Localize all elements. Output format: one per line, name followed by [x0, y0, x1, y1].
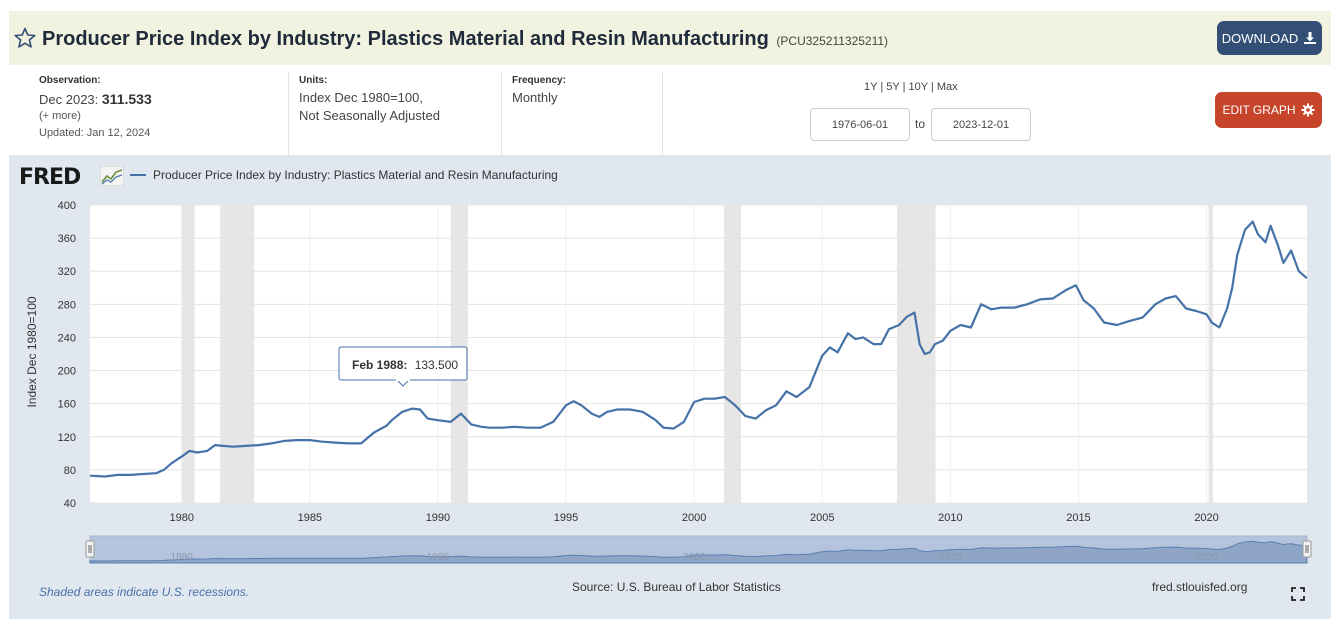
x-tick-label: 2020	[1194, 512, 1218, 524]
y-tick-label: 240	[58, 332, 76, 344]
fred-graph-icon	[100, 166, 124, 186]
header-bar: Producer Price Index by Industry: Plasti…	[9, 11, 1331, 65]
svg-text:Feb 1988: 133.500: Feb 1988: 133.500	[352, 358, 458, 372]
y-tick-label: 400	[58, 200, 76, 212]
x-tick-label: 2005	[810, 512, 834, 524]
y-tick-label: 160	[58, 399, 76, 411]
units-line-1: Index Dec 1980=100,	[299, 90, 423, 105]
divider	[662, 73, 663, 155]
divider	[501, 73, 502, 155]
site-link[interactable]: fred.stlouisfed.org	[1152, 580, 1248, 594]
observation-block: Observation: Dec 2023: 311.533 (+ more) …	[39, 75, 152, 165]
range-links: 1Y | 5Y | 10Y | Max	[864, 81, 958, 93]
navigator-tick-label: 1980	[171, 552, 194, 563]
units-label: Units:	[299, 75, 328, 86]
x-tick-label: 1985	[298, 512, 322, 524]
legend-swatch	[130, 174, 146, 176]
frequency-label: Frequency:	[512, 75, 566, 86]
star-outline-icon[interactable]	[13, 26, 37, 50]
y-tick-label: 360	[58, 233, 76, 245]
navigator-tick-label: 2000	[683, 552, 706, 563]
navigator-tick-label: 1990	[427, 552, 450, 563]
navigator-tick-label: 2010	[939, 552, 962, 563]
chart-panel: FRED Producer Price Index by Industry: P…	[9, 155, 1331, 619]
chart-legend: Producer Price Index by Industry: Plasti…	[130, 168, 558, 182]
fred-logo: FRED	[19, 165, 81, 190]
x-tick-label: 1980	[169, 512, 193, 524]
x-tick-label: 1995	[554, 512, 578, 524]
range-10y[interactable]: 10Y	[908, 81, 928, 93]
updated-date: Updated: Jan 12, 2024	[39, 127, 151, 139]
tooltip-date: Feb 1988:	[352, 358, 407, 372]
to-label: to	[915, 117, 926, 131]
page-title: Producer Price Index by Industry: Plasti…	[42, 28, 888, 51]
observation-date: Dec 2023:	[39, 92, 99, 107]
divider	[288, 73, 289, 155]
y-axis-label: Index Dec 1980=100	[25, 296, 39, 407]
series-line[interactable]	[89, 220, 1308, 478]
units-line-2: Not Seasonally Adjusted	[299, 108, 440, 123]
plot-background	[90, 205, 1307, 503]
legend-label: Producer Price Index by Industry: Plasti…	[153, 168, 558, 182]
recession-band	[220, 205, 255, 503]
y-tick-label: 80	[64, 465, 76, 477]
x-tick-label: 1990	[426, 512, 450, 524]
range-5y[interactable]: 5Y	[886, 81, 900, 93]
download-icon	[1304, 32, 1317, 44]
chart[interactable]: 40 80 120 160 200 240 280 320 360 400 1980 1985 199…	[9, 185, 1331, 605]
frequency-block: Frequency: Monthly	[512, 75, 566, 165]
observation-value-row: Dec 2023: 311.533	[39, 91, 152, 107]
tooltip-value: 133.500	[415, 358, 459, 372]
edit-graph-label: EDIT GRAPH	[1222, 103, 1296, 117]
recession-band	[181, 205, 195, 503]
series-meta: Observation: Dec 2023: 311.533 (+ more) …	[9, 65, 1331, 155]
navigator-handle[interactable]	[1302, 540, 1312, 558]
observation-label: Observation:	[39, 75, 101, 86]
x-tick-label: 2015	[1066, 512, 1090, 524]
recession-band	[897, 205, 936, 503]
download-label: DOWNLOAD	[1221, 30, 1299, 46]
y-tick-label: 320	[58, 266, 76, 278]
range-1y[interactable]: 1Y	[864, 81, 878, 93]
y-tick-label: 40	[64, 498, 76, 510]
download-button[interactable]: DOWNLOAD	[1217, 21, 1322, 55]
range-max[interactable]: Max	[936, 81, 958, 93]
navigator-handle[interactable]	[85, 540, 95, 558]
recession-band	[724, 205, 742, 503]
x-tick-label: 2000	[682, 512, 706, 524]
x-tick-label: 2010	[938, 512, 962, 524]
units-block: Units: Index Dec 1980=100, Not Seasonall…	[299, 75, 440, 165]
expand-icon[interactable]	[1291, 587, 1305, 601]
end-date-input[interactable]: 2023-12-01	[931, 108, 1031, 141]
recession-band	[1208, 205, 1213, 503]
edit-graph-button[interactable]: EDIT GRAPH	[1215, 92, 1322, 128]
tooltip: Feb 1988: 133.500	[338, 346, 468, 387]
gear-icon	[1301, 103, 1315, 117]
observation-value: 311.533	[101, 91, 152, 107]
y-tick-label: 120	[58, 432, 76, 444]
navigator-tick-label: 2020	[1195, 552, 1218, 563]
navigator-series	[89, 540, 1308, 564]
recession-note: Shaded areas indicate U.S. recessions.	[39, 585, 250, 599]
start-date-input[interactable]: 1976-06-01	[810, 108, 910, 141]
frequency-value: Monthly	[512, 90, 558, 105]
title-text: Producer Price Index by Industry: Plasti…	[42, 28, 769, 50]
more-link[interactable]: (+ more)	[39, 110, 81, 122]
source-label: Source: U.S. Bureau of Labor Statistics	[572, 580, 781, 594]
series-id: (PCU325211325211)	[776, 34, 889, 48]
y-tick-label: 280	[58, 299, 76, 311]
y-tick-label: 200	[58, 366, 76, 378]
